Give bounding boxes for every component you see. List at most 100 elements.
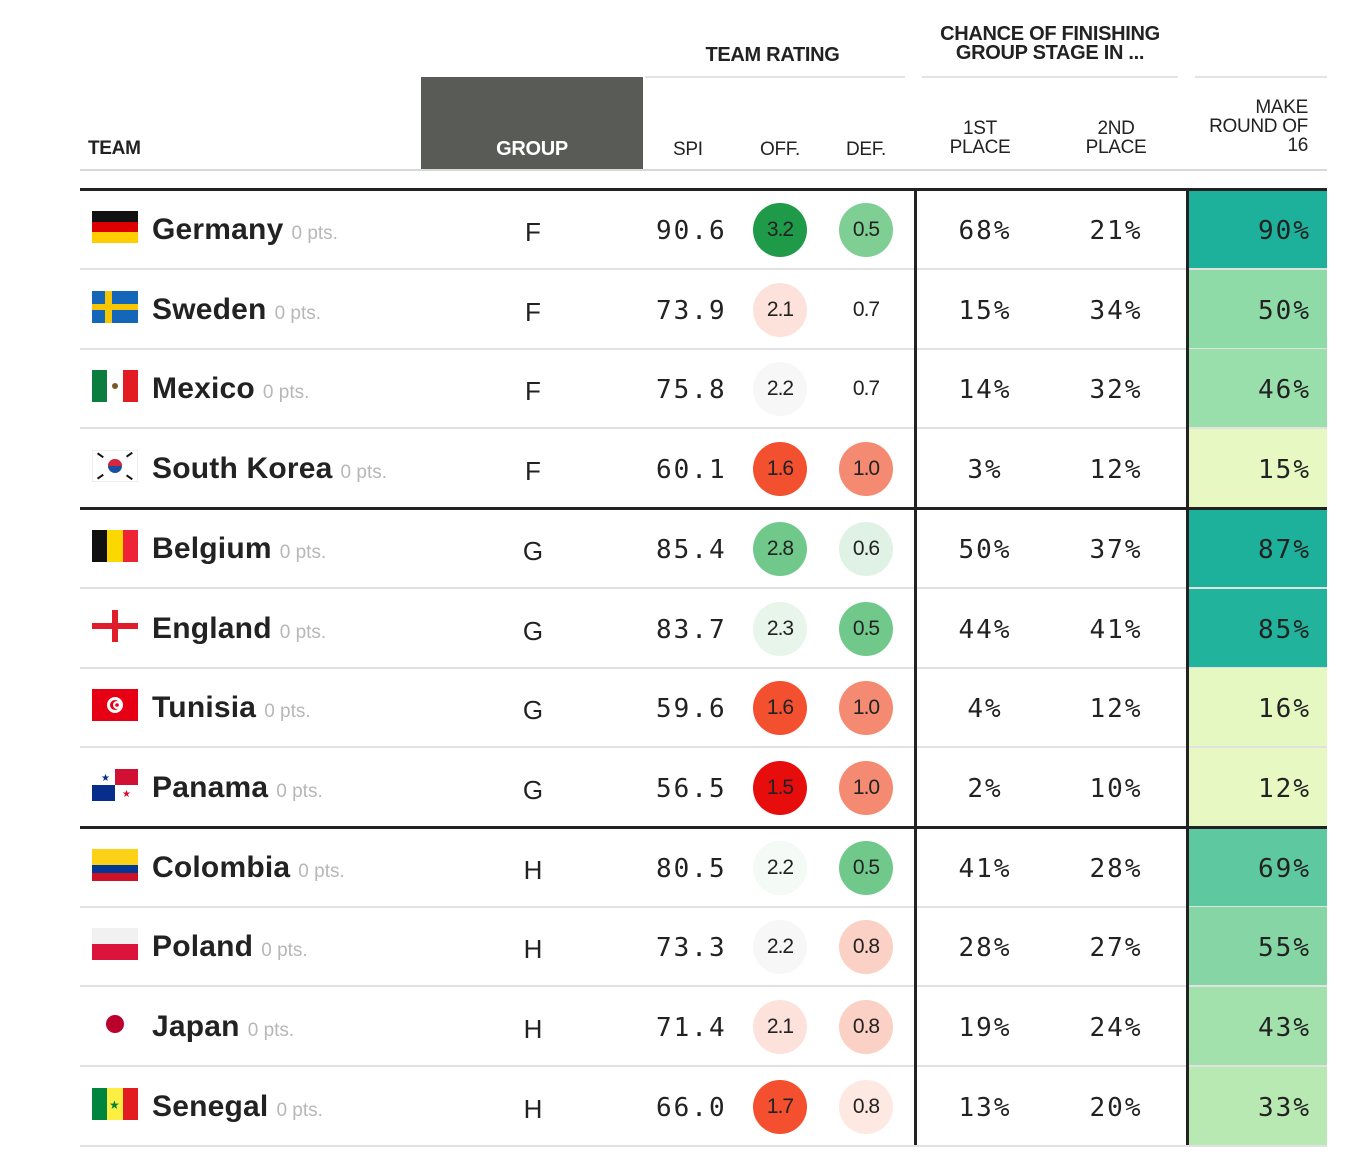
table-row[interactable]: Colombia 0 pts. H 80.5 2.2 0.5 41% 28% 69% — [80, 827, 1327, 908]
def-rating-bubble: 0.7 — [839, 282, 893, 337]
make-round-of-16-chance: 46% — [1258, 375, 1311, 406]
group-divider-top — [80, 188, 1327, 191]
make-round-of-16-chance: 85% — [1258, 614, 1311, 645]
spi-value: 75.8 — [656, 375, 727, 406]
team-label: Panama — [152, 770, 269, 804]
make-round-of-16-column-header[interactable]: MAKE ROUND OF 16 — [1180, 98, 1308, 155]
row-separator — [80, 268, 1327, 270]
first-place-chance: 4% — [967, 694, 1003, 725]
spi-value: 85.4 — [656, 534, 727, 565]
first-place-header-line2: PLACE — [949, 137, 1011, 158]
team-rating-heading: TEAM RATING — [705, 44, 840, 66]
team-column-header[interactable]: TEAM — [88, 138, 141, 159]
first-place-chance: 2% — [967, 773, 1003, 804]
table-row[interactable]: South Korea 0 pts. F 60.1 1.6 1.0 3% 12% 15% — [80, 429, 1327, 510]
spi-value: 59.6 — [656, 694, 727, 725]
off-rating-bubble: 2.1 — [753, 282, 807, 337]
make-round-of-16-chance: 50% — [1258, 295, 1311, 326]
first-place-chance: 13% — [958, 1092, 1012, 1123]
team-name: Japan 0 pts. — [152, 1010, 294, 1044]
first-place-chance: 50% — [958, 534, 1012, 565]
table-row[interactable]: Poland 0 pts. H 73.3 2.2 0.8 28% 27% 55% — [80, 907, 1327, 988]
sweden-flag-icon — [92, 290, 138, 323]
table-row[interactable]: ★ ★ Panama 0 pts. G 56.5 1.5 1.0 2% 10% 12% — [80, 747, 1327, 828]
spi-column-header[interactable]: SPI — [673, 139, 703, 160]
first-place-chance: 19% — [958, 1013, 1012, 1043]
row-separator — [80, 666, 1327, 669]
team-label: Mexico — [152, 372, 255, 406]
table-row[interactable]: ★ Senegal 0 pts. H 66.0 1.7 0.8 13% 20% 33% — [80, 1066, 1327, 1147]
make-round-of-16-cell: 85% — [1189, 588, 1327, 667]
first-place-chance: 3% — [967, 455, 1003, 486]
first-place-header-line1: 1ST — [963, 118, 997, 139]
group-letter: G — [522, 615, 544, 646]
make-round-of-16-chance: 43% — [1258, 1013, 1311, 1043]
second-place-column-header[interactable]: 2ND PLACE — [1071, 119, 1161, 157]
group-column-header[interactable]: GROUP — [496, 138, 568, 160]
team-label: Tunisia — [152, 691, 257, 725]
second-place-chance: 27% — [1089, 933, 1143, 964]
first-place-column-header[interactable]: 1ST PLACE — [935, 119, 1025, 157]
table-row[interactable]: Belgium 0 pts. G 85.4 2.8 0.6 50% 37% 87% — [80, 508, 1327, 589]
first-place-chance: 28% — [958, 933, 1012, 964]
team-points: 0 pts. — [276, 1099, 323, 1121]
team-name: Poland 0 pts. — [152, 930, 308, 964]
chance-underline — [922, 76, 1178, 78]
header-rule — [80, 169, 1327, 171]
spi-value: 66.0 — [656, 1092, 727, 1123]
svg-text:★: ★ — [122, 789, 131, 800]
def-rating-bubble: 0.5 — [839, 840, 893, 895]
chance-heading-line1: CHANCE OF FINISHING — [940, 23, 1160, 45]
off-rating-bubble: 1.6 — [753, 442, 807, 497]
colombia-flag-icon — [92, 848, 138, 881]
table-row[interactable]: England 0 pts. G 83.7 2.3 0.5 44% 41% 85% — [80, 588, 1327, 669]
spi-value: 73.9 — [656, 295, 727, 326]
group-letter: G — [522, 535, 544, 566]
row-separator — [80, 985, 1327, 988]
table-row[interactable]: Mexico 0 pts. F 75.8 2.2 0.7 14% 32% 46% — [80, 349, 1327, 430]
table-row[interactable]: Tunisia 0 pts. G 59.6 1.6 1.0 4% 12% 16% — [80, 668, 1327, 749]
def-rating-bubble: 1.0 — [839, 681, 893, 736]
chance-heading-line2: GROUP STAGE IN ... — [955, 42, 1145, 64]
make-round-of-16-chance: 55% — [1258, 933, 1311, 964]
def-column-header[interactable]: DEF. — [846, 139, 886, 160]
group-column-header-bg[interactable] — [421, 77, 643, 170]
first-place-chance: 44% — [958, 614, 1012, 645]
team-name: Mexico 0 pts. — [152, 372, 309, 406]
second-place-chance: 24% — [1089, 1013, 1143, 1043]
second-place-chance: 21% — [1089, 216, 1143, 246]
make-round-of-16-chance: 16% — [1258, 694, 1311, 725]
spi-value: 80.5 — [656, 853, 727, 884]
row-separator — [80, 347, 1327, 350]
group-letter: F — [525, 376, 541, 407]
make-round-of-16-chance: 15% — [1258, 455, 1311, 486]
off-rating-bubble: 2.2 — [753, 920, 807, 975]
off-rating-bubble: 2.3 — [753, 601, 807, 656]
table-row[interactable]: Japan 0 pts. H 71.4 2.1 0.8 19% 24% 43% — [80, 987, 1327, 1067]
team-name: Tunisia 0 pts. — [152, 691, 311, 725]
team-name: England 0 pts. — [152, 612, 326, 646]
table-row[interactable]: Sweden 0 pts. F 73.9 2.1 0.7 15% 34% 50% — [80, 269, 1327, 350]
team-name: Belgium 0 pts. — [152, 532, 326, 566]
make-round-of-16-cell: 55% — [1189, 907, 1327, 986]
def-rating-bubble: 0.7 — [839, 362, 893, 417]
team-points: 0 pts. — [274, 302, 322, 324]
table-row[interactable]: Germany 0 pts. F 90.6 3.2 0.5 68% 21% 90% — [80, 190, 1327, 270]
first-place-chance: 68% — [958, 216, 1012, 246]
def-rating-bubble: 1.0 — [839, 760, 893, 815]
group-letter: F — [525, 217, 541, 247]
make-round-of-16-chance: 69% — [1258, 853, 1311, 884]
second-place-chance: 41% — [1089, 614, 1143, 645]
def-rating-bubble: 0.6 — [839, 521, 893, 576]
off-column-header[interactable]: OFF. — [760, 139, 800, 160]
team-points: 0 pts. — [261, 940, 308, 962]
make-round-of-16-chance: 12% — [1258, 773, 1311, 804]
group-divider-g-h — [80, 826, 1327, 829]
second-place-chance: 37% — [1089, 534, 1143, 565]
team-points: 0 pts. — [279, 621, 327, 643]
make-round-of-16-cell: 12% — [1189, 747, 1327, 826]
team-label: Japan — [152, 1010, 240, 1043]
row-separator — [80, 586, 1327, 589]
belgium-flag-icon — [92, 529, 138, 562]
make-round-of-16-chance: 90% — [1258, 216, 1311, 246]
